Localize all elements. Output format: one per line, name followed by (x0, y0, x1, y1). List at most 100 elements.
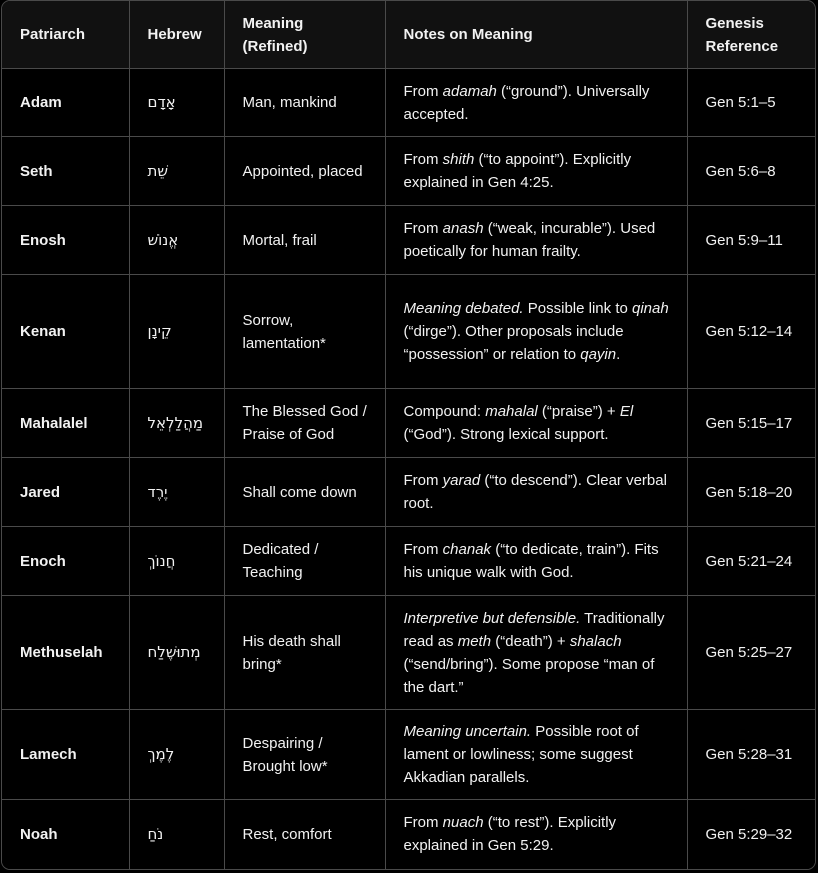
header-patriarch: Patriarch (2, 1, 130, 69)
reference-cell: Gen 5:21–24 (686, 526, 815, 596)
notes-italic-term: nuach (442, 814, 484, 832)
patriarch-cell: Enoch (2, 526, 130, 596)
notes-text: (“dirge”). Other proposals include “poss… (403, 323, 624, 363)
table-row: Adam אָדָם Man, mankind From adamah (“groun… (2, 68, 815, 137)
notes-text: Possible root of lament or lowliness; so… (403, 723, 639, 786)
notes-text: From (403, 541, 443, 558)
reference-cell: Gen 5:25–27 (686, 595, 815, 710)
notes-cell: From adamah (“ground”). Universally acce… (384, 68, 688, 137)
header-row: Patriarch Hebrew Meaning (Refined) Notes… (2, 1, 815, 69)
notes-italic-term: qayin (580, 346, 617, 363)
reference-cell: Gen 5:1–5 (686, 68, 815, 137)
reference-cell: Gen 5:28–31 (686, 709, 815, 800)
hebrew-cell: מְתוּשֶׁלַח (128, 595, 225, 710)
notes-cell: Meaning uncertain. Possible root of lame… (384, 709, 688, 800)
patriarch-cell: Lamech (2, 709, 130, 800)
meaning-cell: Sorrow, lamentation* (223, 274, 386, 389)
notes-cell: From nuach (“to rest”). Explicitly expla… (384, 799, 688, 869)
notes-italic-term: qinah (632, 300, 669, 317)
header-notes: Notes on Meaning (384, 1, 688, 69)
notes-text: Compound: (403, 403, 486, 420)
notes-text: (“to dedicate, train”). Fits his unique … (403, 541, 659, 581)
table-row: Methuselah מְתוּשֶׁלַח His death shall bri… (2, 595, 815, 710)
header-reference: Genesis Reference (686, 1, 815, 69)
notes-text: (“to rest”). Explicitly explained in Gen… (403, 814, 617, 855)
notes-text: (“to descend”). Clear verbal root. (403, 472, 667, 512)
meaning-cell: His death shall bring* (223, 595, 386, 710)
table-header: Patriarch Hebrew Meaning (Refined) Notes… (2, 1, 815, 69)
notes-italic-term: shith (442, 151, 475, 168)
notes-text: (“send/bring”). Some propose “man of the… (403, 655, 655, 696)
notes-italic-term: chanak (442, 541, 492, 558)
notes-italic-term: meth (457, 632, 492, 650)
table-row: Jared יֶרֶד Shall come down From yarad (“to… (2, 457, 815, 527)
reference-cell: Gen 5:29–32 (686, 799, 815, 869)
meaning-cell: Mortal, frail (223, 205, 386, 275)
hebrew-cell: לֶמֶךְ (128, 709, 225, 800)
notes-cell: From anash (“weak, incurable”). Used poe… (384, 205, 688, 275)
notes-text: (“praise”) + (537, 403, 620, 420)
table-row: Mahalalel מַהֲלַלְאֵל The Blessed God / Pr… (2, 388, 815, 458)
meaning-cell: Dedicated / Teaching (223, 526, 386, 596)
table-row: Noah נֹחַ Rest, comfort From nuach (“to res… (2, 799, 815, 869)
notes-text: From (403, 472, 443, 489)
notes-italic-term: Meaning uncertain. (403, 723, 532, 740)
notes-cell: From yarad (“to descend”). Clear verbal … (384, 457, 688, 527)
reference-cell: Gen 5:15–17 (686, 388, 815, 458)
notes-text: (“ground”). Universally accepted. (403, 82, 650, 123)
notes-cell: Interpretive but defensible. Traditional… (384, 595, 688, 710)
hebrew-cell: אֱנוֹשׁ (128, 205, 225, 275)
notes-italic-term: mahalal (485, 403, 538, 420)
notes-text: From (403, 220, 443, 237)
notes-cell: From shith (“to appoint”). Explicitly ex… (384, 136, 688, 206)
patriarch-cell: Noah (2, 799, 130, 869)
notes-text: (“weak, incurable”). Used poetically for… (403, 220, 656, 260)
meaning-cell: Despairing / Brought low* (223, 709, 386, 800)
hebrew-cell: קֵינָן (128, 274, 225, 389)
table-row: Enoch חֲנוֹךְ Dedicated / Teaching From cha… (2, 526, 815, 596)
meaning-cell: Appointed, placed (223, 136, 386, 206)
patriarch-cell: Seth (2, 136, 130, 206)
notes-text: Possible link to (523, 300, 632, 317)
header-hebrew: Hebrew (128, 1, 225, 69)
table-row: Enosh אֱנוֹשׁ Mortal, frail From anash (“we… (2, 205, 815, 275)
reference-cell: Gen 5:18–20 (686, 457, 815, 527)
notes-text: From (403, 151, 443, 168)
patriarch-cell: Adam (2, 68, 130, 137)
hebrew-cell: שֵׁת (128, 136, 225, 206)
meaning-cell: Shall come down (223, 457, 386, 527)
notes-italic-term: adamah (442, 82, 497, 100)
notes-italic-term: Interpretive but defensible. (403, 609, 581, 627)
meaning-cell: The Blessed God / Praise of God (223, 388, 386, 458)
notes-italic-term: yarad (442, 472, 481, 489)
reference-cell: Gen 5:12–14 (686, 274, 815, 389)
hebrew-cell: חֲנוֹךְ (128, 526, 225, 596)
notes-text: (“death”) + (491, 632, 570, 650)
meaning-cell: Man, mankind (223, 68, 386, 137)
table-row: Seth שֵׁת Appointed, placed From shith (“to… (2, 136, 815, 206)
patriarch-cell: Jared (2, 457, 130, 527)
patriarch-cell: Methuselah (2, 595, 130, 710)
notes-cell: Compound: mahalal (“praise”) + El (“God”… (384, 388, 688, 458)
notes-text: Traditionally read as (403, 609, 665, 650)
notes-italic-term: El (619, 403, 634, 420)
notes-text: From (403, 814, 443, 832)
notes-text: From (403, 82, 443, 100)
notes-italic-term: anash (442, 220, 484, 237)
reference-cell: Gen 5:6–8 (686, 136, 815, 206)
notes-text: (“to appoint”). Explicitly explained in … (403, 151, 632, 191)
meaning-cell: Rest, comfort (223, 799, 386, 869)
patriarch-cell: Enosh (2, 205, 130, 275)
notes-cell: From chanak (“to dedicate, train”). Fits… (384, 526, 688, 596)
patriarch-cell: Kenan (2, 274, 130, 389)
notes-italic-term: shalach (569, 632, 622, 650)
reference-cell: Gen 5:9–11 (686, 205, 815, 275)
table-row: Kenan קֵינָן Sorrow, lamentation* Meaning d… (2, 274, 815, 389)
notes-cell: Meaning debated. Possible link to qinah … (384, 274, 688, 389)
hebrew-cell: נֹחַ (128, 799, 225, 869)
notes-text: (“God”). Strong lexical support. (403, 426, 609, 443)
hebrew-cell: מַהֲלַלְאֵל (128, 388, 225, 458)
hebrew-cell: יֶרֶד (128, 457, 225, 527)
